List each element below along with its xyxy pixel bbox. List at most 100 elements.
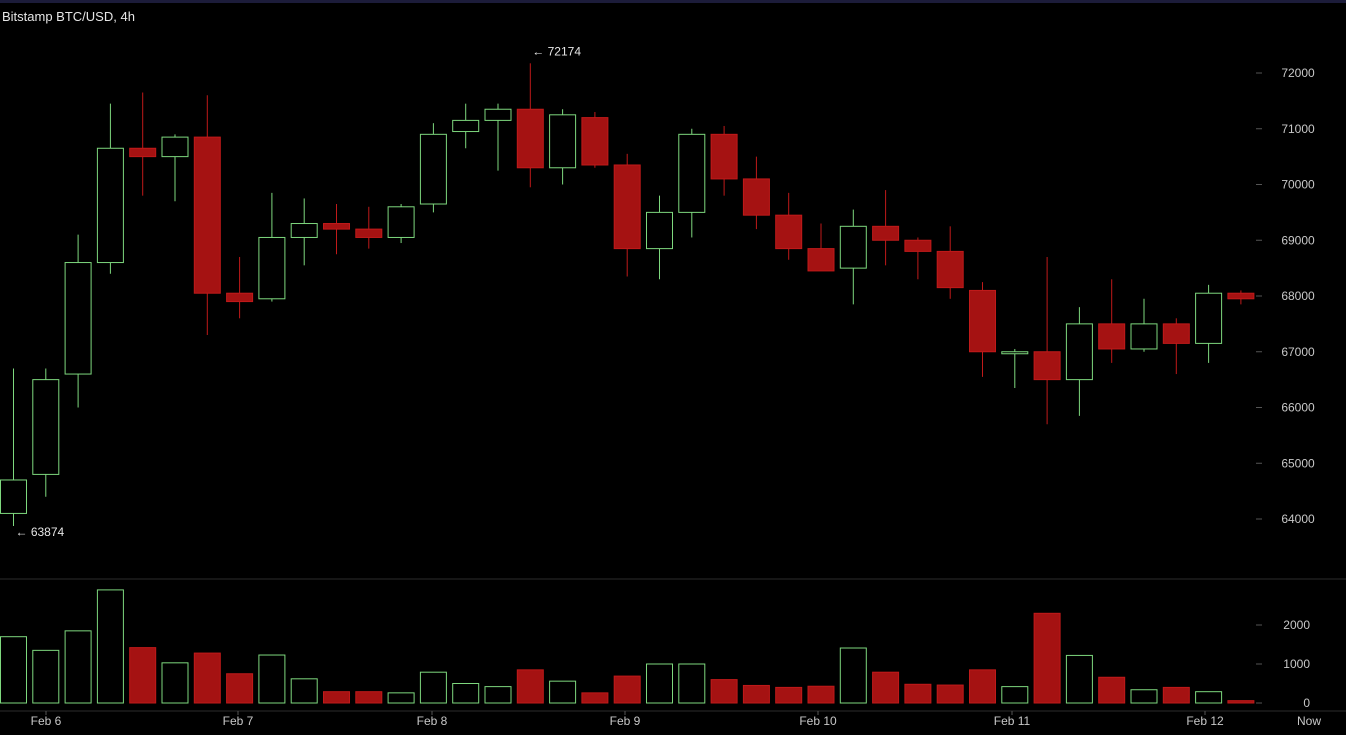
candle-20[interactable]: [613, 153, 641, 277]
candle-17[interactable]: [516, 63, 544, 188]
candle-body: [710, 133, 738, 180]
candle-body: [64, 262, 92, 375]
candle-2[interactable]: [32, 368, 60, 497]
time-tick-label: Feb 12: [1186, 714, 1224, 728]
time-tick-label: Feb 10: [799, 714, 837, 728]
candle-body: [1227, 292, 1255, 300]
candle-34[interactable]: [1065, 307, 1093, 416]
candle-body: [1130, 323, 1158, 350]
volume-bar-37: [1162, 686, 1190, 704]
candle-body: [96, 147, 124, 264]
candle-body: [581, 117, 609, 166]
candle-27[interactable]: [839, 209, 867, 305]
price-annotations: ← 72174 ← 63874: [16, 44, 582, 539]
candle-21[interactable]: [646, 195, 673, 280]
volume-tick-label: 1000: [1283, 657, 1310, 671]
candle-38[interactable]: [1195, 284, 1223, 363]
candle-16[interactable]: [484, 103, 512, 171]
candle-body: [646, 211, 673, 250]
extreme-price-annotation: ← 72174: [532, 44, 581, 58]
candle-body: [387, 206, 415, 238]
volume-bar-16: [484, 686, 512, 704]
candle-7[interactable]: [193, 95, 221, 336]
volume-bar-19: [581, 692, 609, 704]
top-border: [0, 0, 1346, 3]
price-tick-label: 72000: [1281, 66, 1315, 80]
candle-6[interactable]: [161, 134, 189, 202]
candle-37[interactable]: [1162, 318, 1190, 375]
volume-layer: [0, 589, 1255, 704]
candle-body: [129, 147, 157, 158]
candle-36[interactable]: [1130, 298, 1158, 352]
candle-13[interactable]: [387, 204, 415, 244]
candle-12[interactable]: [355, 206, 383, 249]
candle-1[interactable]: [0, 368, 27, 527]
volume-bar-7: [193, 652, 221, 704]
extreme-price-annotation: ← 63874: [16, 525, 65, 539]
candle-26[interactable]: [807, 223, 835, 272]
candle-body: [290, 223, 318, 238]
chart-title: Bitstamp BTC/USD, 4h: [2, 9, 135, 24]
price-tick-label: 66000: [1281, 401, 1315, 415]
time-tick-label: Feb 6: [31, 714, 62, 728]
volume-bar-34: [1065, 654, 1093, 704]
time-axis: Feb 6 Feb 7 Feb 8 Feb 9 Feb 10 Feb 11 Feb 12 No…: [0, 578, 1346, 728]
candle-19[interactable]: [581, 112, 609, 168]
volume-bar-13: [387, 692, 415, 704]
candle-15[interactable]: [452, 103, 480, 149]
candle-18[interactable]: [549, 109, 577, 185]
price-axis: 72000 71000 70000 69000 68000 67000 66000 65000…: [1256, 66, 1315, 526]
time-tick-label: Feb 8: [417, 714, 448, 728]
candle-9[interactable]: [258, 192, 286, 302]
candle-8[interactable]: [226, 256, 254, 319]
volume-tick-label: 0: [1303, 696, 1310, 710]
volume-bar-21: [646, 663, 673, 704]
volume-bar-10: [290, 678, 318, 704]
candle-10[interactable]: [290, 198, 318, 266]
candle-11[interactable]: [323, 204, 350, 255]
candle-body: [226, 292, 254, 303]
candle-body: [452, 119, 480, 133]
candle-body: [323, 223, 350, 230]
candle-body: [1098, 323, 1126, 350]
volume-bar-33: [1033, 612, 1061, 704]
candle-body: [484, 108, 512, 121]
candle-32[interactable]: [1001, 348, 1029, 388]
candle-23[interactable]: [710, 125, 738, 196]
candle-24[interactable]: [742, 156, 770, 230]
candle-31[interactable]: [969, 282, 996, 377]
candle-5[interactable]: [129, 92, 157, 196]
candle-4[interactable]: [96, 103, 124, 274]
candle-29[interactable]: [904, 237, 932, 280]
candle-body: [516, 108, 544, 169]
volume-bar-23: [710, 679, 738, 704]
time-tick-label: Feb 7: [223, 714, 254, 728]
candle-33[interactable]: [1033, 256, 1061, 425]
candle-body: [1065, 323, 1093, 381]
price-tick-label: 67000: [1281, 345, 1315, 359]
candle-body: [678, 133, 706, 213]
candle-30[interactable]: [936, 226, 964, 299]
candle-body: [355, 228, 383, 238]
candle-3[interactable]: [64, 234, 92, 408]
volume-tick-label: 2000: [1283, 618, 1310, 632]
volume-bar-26: [807, 685, 835, 704]
candle-body: [193, 136, 221, 294]
candle-39[interactable]: [1227, 290, 1255, 305]
volume-bar-30: [936, 684, 964, 704]
candle-35[interactable]: [1098, 279, 1126, 363]
candle-28[interactable]: [872, 190, 900, 266]
price-tick-label: 69000: [1281, 233, 1315, 247]
volume-bar-32: [1001, 686, 1029, 704]
volume-bar-8: [226, 673, 254, 704]
candle-25[interactable]: [775, 192, 803, 260]
volume-bar-2: [32, 649, 60, 704]
candle-body: [1001, 351, 1029, 355]
candle-14[interactable]: [419, 123, 447, 213]
volume-bar-36: [1130, 689, 1158, 704]
candle-body: [0, 479, 27, 514]
candle-22[interactable]: [678, 128, 706, 238]
volume-bar-31: [969, 669, 996, 704]
candle-body: [1195, 292, 1223, 344]
